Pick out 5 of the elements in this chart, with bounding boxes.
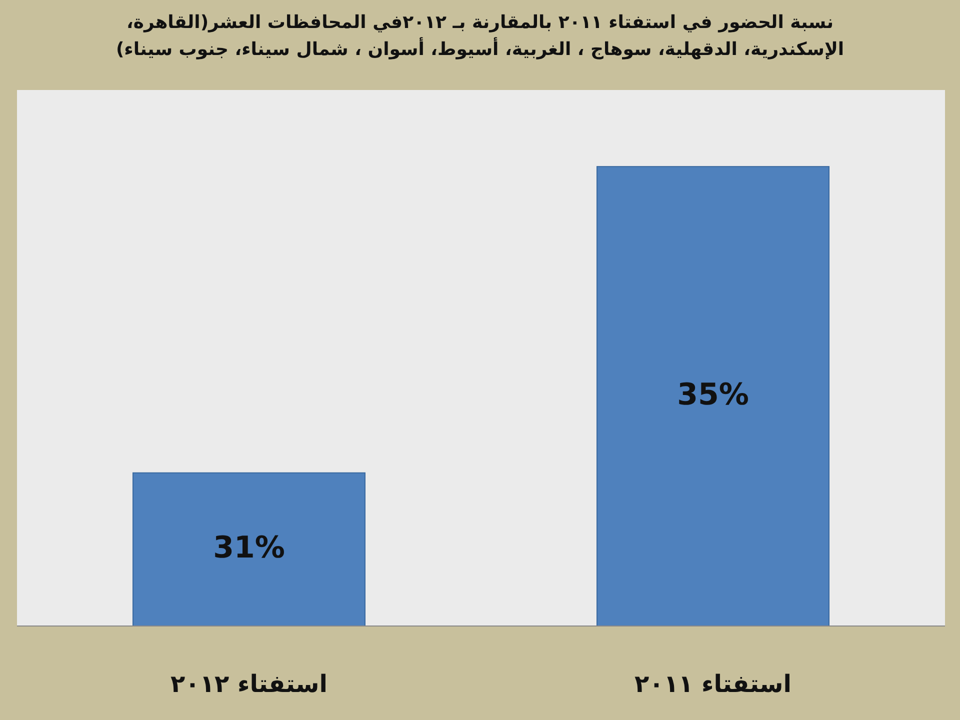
data-label: 35% [677, 377, 749, 412]
x-tick-label: استفتاء ٢٠١١ [634, 670, 792, 698]
x-tick-label: استفتاء ٢٠١٢ [170, 670, 328, 698]
data-label: 31% [213, 530, 285, 566]
chart-title: نسبة الحضور في استفتاء ٢٠١١ بالمقارنة بـ ٢٠١٢في المحافظات العشر(القاهرة، الإسكندرية، الدقهلية، سوهاج ، الغربية، أسيوط، أسوان ، شمال سيناء، جنوب سيناء) [116, 12, 844, 60]
